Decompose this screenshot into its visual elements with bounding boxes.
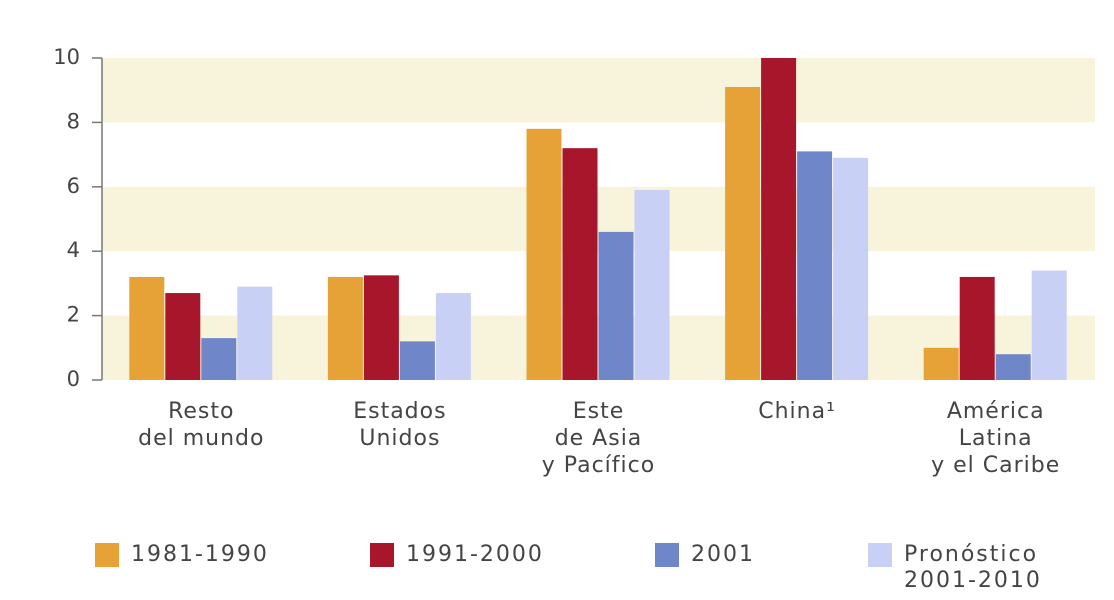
- legend-swatch: [868, 543, 892, 567]
- legend-swatch: [370, 543, 394, 567]
- x-tick-label: Este de Asia y Pacífico: [541, 399, 656, 478]
- background-band: [102, 58, 1095, 123]
- bar: [526, 128, 562, 380]
- bar: [1031, 270, 1067, 380]
- bar: [833, 157, 869, 380]
- legend-label: 1991-2000: [406, 542, 544, 567]
- bar: [598, 231, 634, 380]
- legend-label: Pronóstico 2001-2010: [904, 542, 1042, 593]
- legend-label: 1981-1990: [131, 542, 269, 567]
- bar: [797, 151, 833, 380]
- x-tick-label: Estados Unidos: [353, 399, 447, 451]
- bar: [327, 276, 363, 380]
- bar: [923, 347, 959, 380]
- x-tick-label: China¹: [758, 399, 836, 424]
- x-tick-label: América Latina y el Caribe: [931, 399, 1061, 478]
- legend-swatch: [95, 543, 119, 567]
- bar: [165, 293, 201, 380]
- bar: [399, 341, 435, 380]
- bar: [761, 58, 797, 380]
- x-tick-label: Resto del mundo: [138, 399, 265, 451]
- y-tick-label: 6: [67, 174, 80, 198]
- y-tick-label: 8: [67, 109, 80, 133]
- bar: [201, 338, 237, 380]
- bar: [237, 286, 273, 380]
- bar: [725, 86, 761, 380]
- bar: [995, 354, 1031, 380]
- bar: [959, 276, 995, 380]
- bar: [363, 275, 399, 380]
- bar: [435, 293, 471, 380]
- bar: [129, 276, 165, 380]
- y-tick-label: 10: [53, 45, 80, 69]
- bar: [562, 148, 598, 380]
- y-tick-label: 4: [67, 238, 80, 262]
- y-tick-label: 2: [67, 303, 80, 327]
- y-tick-label: 0: [67, 367, 80, 391]
- bar: [634, 190, 670, 380]
- legend-label: 2001: [691, 542, 755, 567]
- legend-swatch: [655, 543, 679, 567]
